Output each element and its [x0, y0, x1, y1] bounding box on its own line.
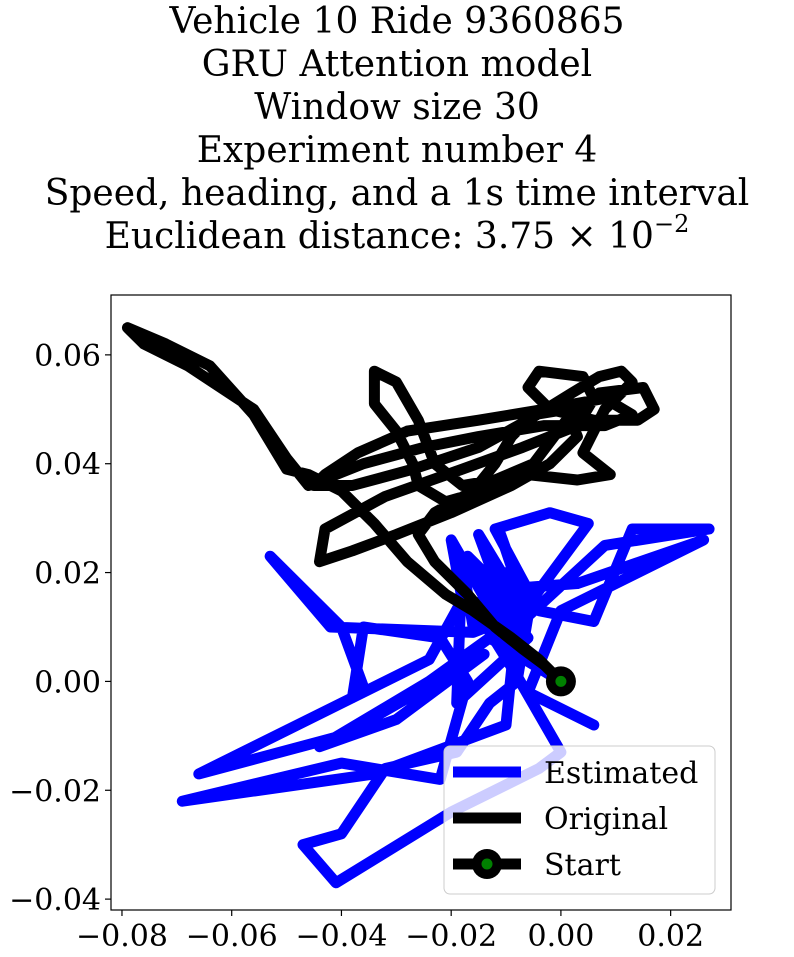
title-line-features: Speed, heading, and a 1s time interval: [44, 173, 750, 214]
legend-label-estimated: Estimated: [544, 756, 698, 791]
y-tick-label: −0.02: [9, 774, 101, 809]
y-tick-label: 0.06: [34, 339, 101, 374]
series-line-original: [122, 322, 660, 687]
x-tick-label: −0.02: [405, 919, 497, 954]
start-marker-dot: [555, 675, 567, 687]
title-line-model: GRU Attention model: [201, 44, 593, 85]
x-tick-label: 0.02: [637, 919, 704, 954]
plot-frame: [110, 294, 732, 911]
x-axis: −0.08 −0.06 −0.04 −0.02 0.00 0.02: [76, 910, 704, 954]
legend: Estimated Original Start: [443, 745, 716, 895]
title-line-experiment: Experiment number 4: [196, 130, 598, 171]
marker-layer: [545, 666, 576, 697]
y-tick-label: 0.00: [34, 665, 101, 700]
legend-label-start: Start: [544, 848, 621, 883]
y-tick-label: 0.02: [34, 557, 101, 592]
title-line-distance: Euclidean distance: 3.75 × 10−2: [0, 212, 794, 258]
chart-title: Vehicle 10 Ride 9360865 GRU Attention mo…: [0, 0, 794, 258]
series-layer: [122, 322, 715, 889]
y-axis: 0.06 0.04 0.02 0.00 −0.02 −0.04: [9, 339, 111, 918]
y-tick-label: 0.04: [34, 448, 101, 483]
title-line-window: Window size 30: [254, 87, 540, 128]
legend-label-original: Original: [544, 802, 668, 837]
x-tick-label: −0.08: [76, 919, 168, 954]
x-tick-label: −0.06: [186, 919, 278, 954]
legend-box: [443, 745, 716, 895]
x-tick-label: 0.00: [528, 919, 595, 954]
title-line-vehicle: Vehicle 10 Ride 9360865: [169, 1, 625, 42]
distance-value: Euclidean distance: 3.75 × 10: [104, 216, 654, 257]
x-tick-label: −0.04: [295, 919, 387, 954]
distance-exponent: −2: [653, 210, 690, 238]
legend-start-dot: [481, 858, 493, 870]
y-tick-label: −0.04: [9, 883, 101, 918]
